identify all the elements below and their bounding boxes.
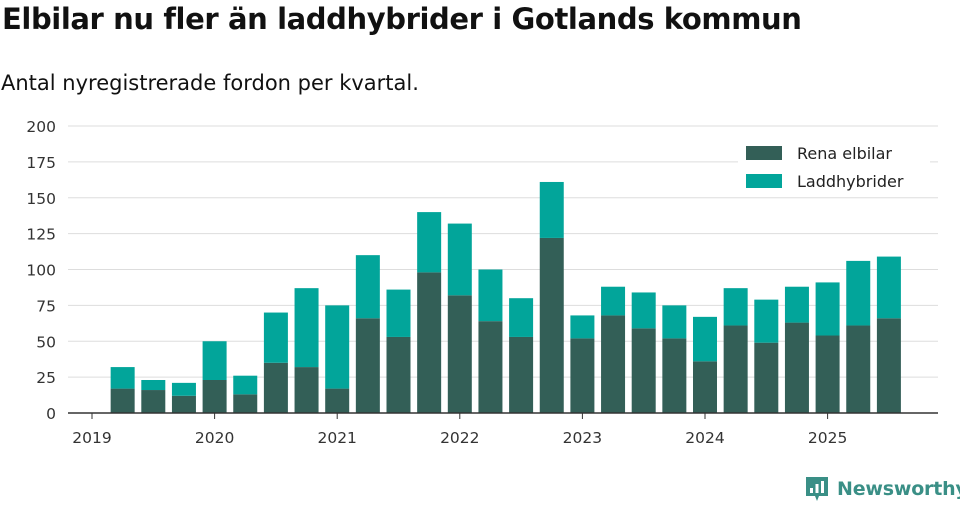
- bar-rena-elbilar-2023-Q1: [570, 338, 595, 413]
- x-tick-label: 2025: [808, 429, 847, 447]
- bar-rena-elbilar-2022-Q2: [478, 321, 503, 413]
- bar-rena-elbilar-2021-Q2: [355, 318, 380, 413]
- bar-rena-elbilar-2024-Q2: [723, 325, 748, 413]
- bar-rena-elbilar-2021-Q1: [325, 388, 350, 413]
- bar-laddhybrider-2020-Q4: [294, 288, 319, 368]
- bar-laddhybrider-2025-Q3: [876, 256, 901, 319]
- bar-laddhybrider-2023-Q1: [570, 315, 595, 339]
- bar-rena-elbilar-2024-Q1: [693, 361, 717, 413]
- x-tick-label: 2021: [317, 429, 356, 447]
- bar-rena-elbilar-2020-Q3: [263, 362, 288, 413]
- bar-rena-elbilar-2019-Q2: [110, 388, 135, 413]
- y-tick-label: 125: [26, 226, 56, 244]
- bar-rena-elbilar-2023-Q4: [662, 338, 687, 413]
- bar-laddhybrider-2021-Q3: [386, 289, 411, 337]
- newsworthy-logo-icon: [806, 477, 828, 501]
- bar-laddhybrider-2019-Q4: [171, 382, 196, 396]
- chart-subtitle: Antal nyregistrerade fordon per kvartal.: [1, 71, 419, 95]
- y-tick-label: 0: [46, 405, 56, 423]
- bar-laddhybrider-2023-Q4: [662, 305, 687, 339]
- bar-rena-elbilar-2023-Q3: [631, 328, 656, 413]
- bar-rena-elbilar-2025-Q3: [876, 318, 901, 413]
- legend-swatch-laddhybrider: [746, 174, 782, 188]
- bar-laddhybrider-2023-Q3: [631, 292, 656, 329]
- bar-laddhybrider-2022-Q3: [509, 298, 534, 337]
- bar-laddhybrider-2019-Q3: [141, 379, 166, 391]
- bar-laddhybrider-2019-Q2: [110, 367, 135, 389]
- bar-laddhybrider-2025-Q1: [815, 282, 840, 336]
- bar-laddhybrider-2024-Q4: [784, 286, 809, 323]
- bar-laddhybrider-2021-Q1: [325, 305, 350, 389]
- y-tick-label: 200: [26, 118, 56, 136]
- bar-laddhybrider-2020-Q3: [263, 312, 288, 363]
- bar-rena-elbilar-2020-Q1: [202, 379, 227, 413]
- y-tick-label: 75: [36, 297, 56, 315]
- bar-laddhybrider-2023-Q2: [601, 286, 626, 316]
- legend-swatch-rena-elbilar: [746, 146, 782, 160]
- legend: Rena elbilar Laddhybrider: [738, 133, 930, 195]
- x-tick-label: 2020: [195, 429, 234, 447]
- legend-label-laddhybrider: Laddhybrider: [797, 172, 904, 191]
- brand-name: Newsworthy: [837, 478, 960, 500]
- bar-laddhybrider-2024-Q2: [723, 288, 748, 326]
- y-tick-label: 25: [36, 369, 56, 387]
- axes: 0 25 50 75 100 125 150 175 200 2019 2020 2021 2022 20…: [26, 118, 938, 447]
- bar-laddhybrider-2021-Q2: [355, 255, 380, 319]
- legend-label-rena-elbilar: Rena elbilar: [797, 144, 892, 163]
- chart-title: Elbilar nu fler än laddhybrider i Gotlan…: [2, 2, 802, 36]
- bar-laddhybrider-2020-Q2: [233, 375, 258, 395]
- bar-rena-elbilar-2019-Q4: [171, 395, 196, 413]
- bar-laddhybrider-2025-Q2: [846, 260, 871, 326]
- x-tick-label: 2019: [72, 429, 111, 447]
- bar-rena-elbilar-2022-Q4: [539, 237, 564, 413]
- bar-rena-elbilar-2021-Q4: [417, 272, 442, 413]
- bar-rena-elbilar-2022-Q1: [447, 295, 472, 413]
- bar-rena-elbilar-2023-Q2: [601, 315, 626, 413]
- bar-rena-elbilar-2020-Q4: [294, 367, 319, 413]
- bar-laddhybrider-2022-Q2: [478, 269, 503, 322]
- bar-rena-elbilar-2024-Q4: [784, 322, 809, 413]
- bar-laddhybrider-2021-Q4: [417, 212, 442, 273]
- bar-rena-elbilar-2022-Q3: [509, 336, 534, 413]
- bar-rena-elbilar-2025-Q1: [815, 335, 840, 413]
- bar-rena-elbilar-2019-Q3: [141, 390, 166, 413]
- x-tick-label: 2022: [440, 429, 479, 447]
- bar-rena-elbilar-2020-Q2: [233, 394, 258, 413]
- bar-rena-elbilar-2025-Q2: [846, 325, 871, 413]
- y-tick-label: 100: [26, 262, 56, 280]
- y-tick-label: 50: [36, 333, 56, 351]
- y-tick-label: 175: [26, 154, 56, 172]
- bar-laddhybrider-2024-Q1: [693, 316, 717, 362]
- bar-rena-elbilar-2024-Q3: [754, 342, 779, 413]
- bar-laddhybrider-2022-Q1: [447, 223, 472, 296]
- bar-laddhybrider-2022-Q4: [539, 181, 564, 238]
- y-tick-label: 150: [26, 190, 56, 208]
- bars: [110, 181, 901, 413]
- brand-logo: Newsworthy: [804, 474, 960, 504]
- bar-laddhybrider-2024-Q3: [754, 299, 779, 343]
- x-tick-label: 2024: [685, 429, 724, 447]
- x-tick-label: 2023: [563, 429, 602, 447]
- bar-rena-elbilar-2021-Q3: [386, 336, 411, 413]
- bar-laddhybrider-2020-Q1: [202, 341, 227, 380]
